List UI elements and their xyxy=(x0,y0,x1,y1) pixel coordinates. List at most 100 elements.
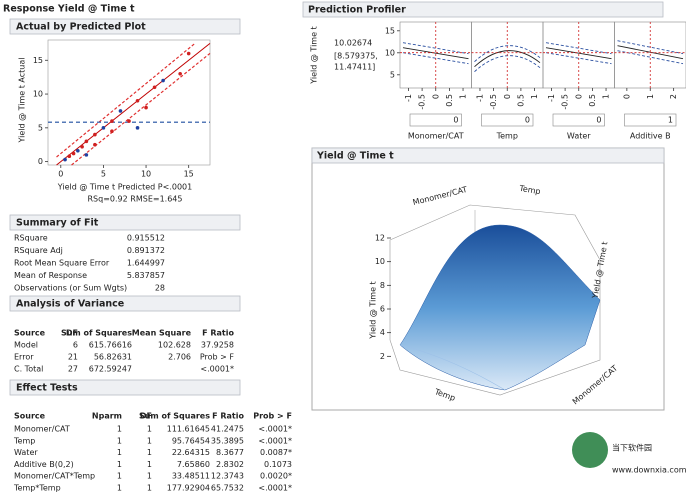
z-tick-label: 12 xyxy=(375,234,385,243)
y-tick-label: 5 xyxy=(390,70,395,79)
prediction-interval: 11.47411] xyxy=(334,63,375,72)
stat-value: 5.837857 xyxy=(127,271,165,280)
cell: 7.65860 xyxy=(177,460,210,469)
surface-plot xyxy=(389,204,601,396)
row-label: Monomer/CAT*Temp xyxy=(14,472,95,481)
section-title: Yield @ Time t xyxy=(316,151,394,162)
prediction-interval: [8.579375, xyxy=(334,52,378,61)
cell: 8.3677 xyxy=(216,448,244,457)
cell: 0.0087* xyxy=(260,448,292,457)
x-tick-label: 1 xyxy=(530,94,539,99)
column-header: Source xyxy=(14,329,46,338)
cell: 35.3895 xyxy=(211,436,244,445)
profile-curve xyxy=(402,47,469,60)
confidence-curve xyxy=(474,45,541,63)
section-title: Summary of Fit xyxy=(16,218,99,229)
section-header xyxy=(9,379,241,396)
data-point xyxy=(178,71,182,76)
cell: 33.48511 xyxy=(172,472,210,481)
cell: 1 xyxy=(147,472,152,481)
y-tick-label: 15 xyxy=(33,56,43,65)
cell: 0.1073 xyxy=(264,460,292,469)
confidence-curve xyxy=(402,42,469,55)
cell: 177.92904 xyxy=(167,484,210,493)
y-tick-label: 5 xyxy=(38,123,43,132)
column-header: Sum of Squares xyxy=(61,329,132,338)
section-title: Actual by Predicted Plot xyxy=(16,22,146,33)
cell: Prob > F xyxy=(200,353,235,362)
setting-value: 0 xyxy=(596,116,601,125)
cell: 22.64315 xyxy=(172,448,210,457)
cell: 672.59247 xyxy=(89,365,132,374)
data-point xyxy=(93,142,97,147)
surface-edge xyxy=(399,344,506,391)
x-tick-label: 0 xyxy=(622,94,631,99)
data-point xyxy=(110,129,114,134)
column-header: F Ratio xyxy=(212,412,244,421)
column-header: Source xyxy=(14,412,46,421)
data-point xyxy=(80,144,84,149)
x-tick-label: 0 xyxy=(574,94,583,99)
x-tick-label: -0.5 xyxy=(418,94,427,110)
column-header: Mean Square xyxy=(132,329,192,338)
stat-value: 28 xyxy=(155,284,165,293)
x-tick-label: 0 xyxy=(431,94,440,99)
factor-name: Water xyxy=(567,132,591,141)
cell: <.0001* xyxy=(258,436,292,445)
watermark-logo xyxy=(572,432,608,468)
y-tick-label: 15 xyxy=(385,26,395,35)
row-label: Water xyxy=(14,448,38,457)
data-point xyxy=(144,105,148,110)
cell: 21 xyxy=(68,353,78,362)
cell: 1 xyxy=(117,484,122,493)
cell: 2.706 xyxy=(168,353,191,362)
data-point xyxy=(84,153,89,157)
x-tick-label: -1 xyxy=(475,94,484,102)
row-label: Monomer/CAT xyxy=(14,425,70,434)
column-header: Sum of Squares xyxy=(139,412,210,421)
watermark-name: 当下软件园 xyxy=(612,443,652,453)
fit-stats: RSq=0.92 RMSE=1.645 xyxy=(88,195,183,204)
confidence-curve xyxy=(545,52,612,65)
data-point xyxy=(101,126,106,130)
x-tick-label: 2 xyxy=(669,94,678,99)
factor-name: Temp xyxy=(496,132,518,141)
setting-value: 0 xyxy=(453,116,458,125)
cell: 41.2475 xyxy=(211,425,244,434)
stat-label: Root Mean Square Error xyxy=(14,259,110,268)
section-title: Analysis of Variance xyxy=(16,299,124,310)
x-tick-label: 1 xyxy=(459,94,468,99)
section-header xyxy=(9,18,241,35)
setting-box xyxy=(552,113,605,127)
data-point xyxy=(67,154,72,159)
x-tick-label: -1 xyxy=(547,94,556,102)
cell: 1 xyxy=(117,460,122,469)
confidence-curve xyxy=(617,40,684,55)
data-point xyxy=(135,126,140,130)
y-axis-label: Yield @ Time t Actual xyxy=(18,58,27,144)
column-header: Prob > F xyxy=(253,412,292,421)
section-header xyxy=(9,295,241,312)
confidence-band xyxy=(56,42,196,158)
confidence-curve xyxy=(402,52,469,65)
row-label: Additive B(0,2) xyxy=(14,460,74,469)
column-header: DF xyxy=(66,329,78,338)
data-point xyxy=(135,99,140,103)
profile-curve xyxy=(545,47,612,60)
prediction-value: 10.02674 xyxy=(334,39,372,48)
y-tick-label: 0 xyxy=(38,157,43,166)
x-axis-label: Yield @ Time t Predicted P<.0001 xyxy=(57,183,192,192)
column-header: DF xyxy=(140,412,152,421)
stat-value: 0.915512 xyxy=(127,234,165,243)
stat-value: 0.891372 xyxy=(127,246,165,255)
row-label: C. Total xyxy=(14,365,43,374)
data-point xyxy=(127,119,131,123)
confidence-band xyxy=(71,52,211,166)
cell: 65.7532 xyxy=(211,484,244,493)
response-surface xyxy=(399,224,601,391)
cell: 1 xyxy=(147,448,152,457)
confidence-curve xyxy=(545,42,612,55)
y-tick-label: 10 xyxy=(33,90,43,99)
